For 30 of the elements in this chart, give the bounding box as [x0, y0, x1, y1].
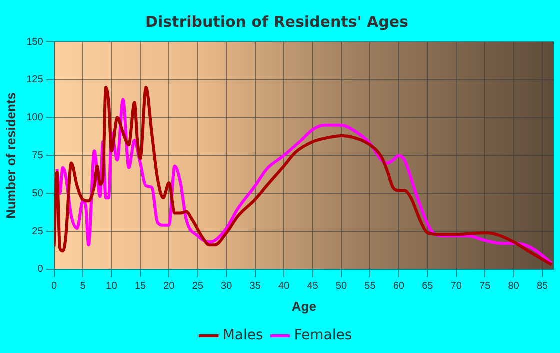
- x-tick-label: 65: [422, 281, 434, 292]
- y-tick-label: 0: [38, 264, 44, 276]
- y-tick-label: 75: [32, 150, 44, 162]
- x-tick-label: 80: [508, 281, 520, 292]
- x-tick-label: 60: [393, 281, 405, 292]
- x-tick-label: 0: [52, 281, 58, 292]
- x-tick-label: 75: [480, 281, 492, 292]
- y-tick-label: 50: [32, 188, 44, 200]
- legend-label: Males: [222, 328, 264, 344]
- y-tick-label: 150: [26, 36, 44, 48]
- y-tick-label: 100: [26, 112, 44, 124]
- x-tick-label: 55: [364, 281, 376, 292]
- chart-title: Distribution of Residents' Ages: [146, 12, 409, 31]
- x-tick-label: 85: [536, 281, 549, 292]
- x-tick-label: 20: [164, 281, 176, 292]
- x-tick-label: 30: [221, 281, 233, 292]
- x-tick-label: 25: [192, 281, 204, 292]
- x-tick-label: 45: [307, 281, 319, 292]
- x-tick-label: 40: [278, 281, 290, 292]
- legend-label: Females: [294, 328, 352, 344]
- x-tick-label: 5: [80, 281, 86, 292]
- y-tick-label: 125: [26, 74, 44, 86]
- x-axis-title: Age: [292, 298, 316, 314]
- x-tick-label: 15: [134, 281, 146, 292]
- y-axis-title: Number of residents: [3, 92, 18, 219]
- x-tick-label: 35: [250, 281, 262, 292]
- y-tick-label: 25: [32, 226, 44, 238]
- x-tick-label: 70: [450, 281, 462, 292]
- x-tick-label: 10: [106, 281, 118, 292]
- x-tick-label: 50: [336, 281, 348, 292]
